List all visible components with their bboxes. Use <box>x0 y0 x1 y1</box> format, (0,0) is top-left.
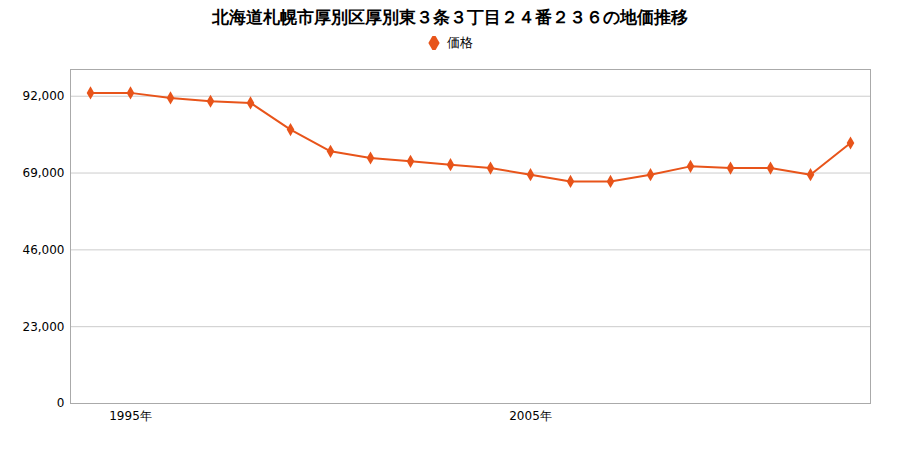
html-text:価格: 価格 <box>447 35 473 50</box>
svg-text:92,000: 92,000 <box>23 89 65 103</box>
svg-text:46,000: 46,000 <box>23 243 65 257</box>
svg-text:23,000: 23,000 <box>23 320 65 334</box>
svg-text:1995年: 1995年 <box>109 409 152 423</box>
html-text:北海道札幌市厚別区厚別東３条３丁目２４番２３６の地価推移: 北海道札幌市厚別区厚別東３条３丁目２４番２３６の地価推移 <box>212 7 688 27</box>
svg-text:69,000: 69,000 <box>23 166 65 180</box>
svg-text:2005年: 2005年 <box>509 409 552 423</box>
svg-text:0: 0 <box>57 396 65 410</box>
